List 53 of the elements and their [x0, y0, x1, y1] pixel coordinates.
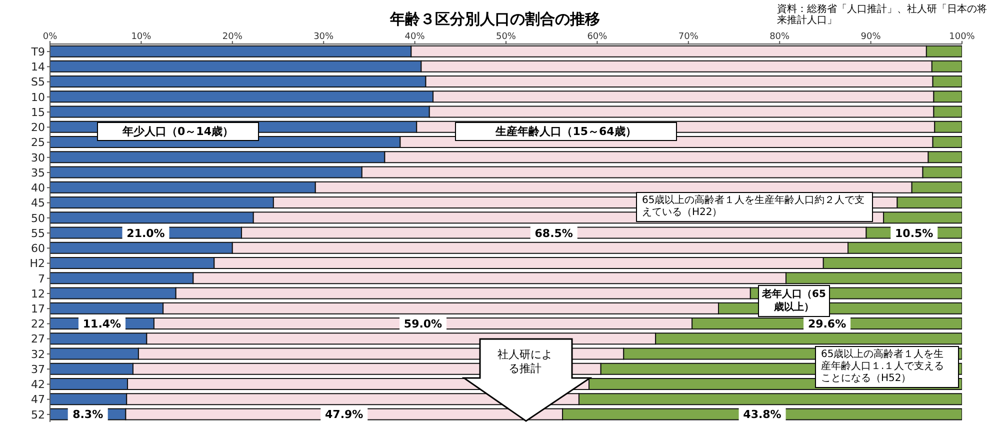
- x-tick-label: 10%: [131, 32, 152, 42]
- label-box: 生産年齢人口（15～64歳）: [455, 122, 677, 141]
- y-tick-label: 45: [31, 196, 45, 210]
- data-label: 10.5%: [895, 226, 934, 240]
- data-label: 59.0%: [404, 317, 442, 330]
- y-tick-label: 12: [31, 287, 45, 300]
- label-box: 老年人口（65歳以上）: [758, 285, 830, 317]
- y-tick-label: 42: [31, 378, 45, 392]
- y-tick-label: H2: [30, 257, 45, 270]
- data-label: 47.9%: [325, 408, 364, 422]
- y-tick-label: 27: [31, 332, 45, 346]
- data-label: 68.5%: [534, 226, 573, 240]
- data-label: 29.6%: [808, 317, 846, 330]
- label-box: 年少人口（0～14歳）: [97, 122, 259, 141]
- x-tick-label: 40%: [404, 32, 426, 42]
- annotation: 65歳以上の高齢者１人を生産年齢人口１.１人で支えることになる（H52）: [815, 346, 959, 388]
- y-tick-label: 25: [31, 136, 45, 150]
- y-tick-label: 32: [31, 348, 45, 361]
- x-tick-label: 70%: [678, 32, 699, 42]
- data-label: 8.3%: [72, 408, 104, 422]
- y-tick-label: 50: [31, 212, 45, 225]
- y-tick-label: 22: [31, 318, 45, 331]
- y-tick-label: S5: [31, 76, 45, 89]
- x-tick-label: 50%: [496, 32, 516, 42]
- y-tick-label: 40: [31, 182, 45, 195]
- x-tick-label: 30%: [314, 32, 334, 42]
- text: 資料：総務省「人口推計」、社人研「日本の将来推計人口」: [776, 2, 988, 28]
- y-tick-label: 55: [31, 226, 45, 240]
- annotation: 社人研による推計: [496, 347, 554, 377]
- y-tick-label: 15: [31, 106, 45, 119]
- x-tick-label: 60%: [587, 32, 608, 42]
- y-tick-label: 20: [31, 121, 45, 134]
- data-label: 11.4%: [82, 317, 122, 330]
- x-tick-label: 20%: [222, 32, 243, 42]
- y-tick-label: 37: [31, 362, 45, 376]
- y-tick-label: 47: [31, 393, 45, 406]
- annotation: 65歳以上の高齢者１人を生産年齢人口約２人で支えている（H22）: [636, 192, 873, 222]
- x-tick-label: 80%: [770, 32, 790, 42]
- chart-title: 年齢３区分別人口の割合の推移: [390, 10, 600, 28]
- y-tick-label: 10: [31, 90, 45, 104]
- y-tick-label: 14: [31, 60, 45, 74]
- y-tick-label: 17: [31, 302, 45, 316]
- x-tick-label: 100%: [949, 32, 976, 42]
- data-label: 43.8%: [743, 408, 782, 422]
- y-tick-label: 52: [31, 408, 45, 422]
- y-tick-label: T9: [30, 45, 45, 58]
- y-tick-label: 60: [31, 242, 45, 256]
- x-tick-label: 0%: [42, 32, 58, 42]
- y-tick-label: 35: [31, 166, 45, 180]
- x-tick-label: 90%: [860, 32, 882, 42]
- data-label: 21.0%: [126, 226, 165, 240]
- y-tick-label: 7: [38, 272, 45, 286]
- y-tick-label: 30: [31, 151, 45, 164]
